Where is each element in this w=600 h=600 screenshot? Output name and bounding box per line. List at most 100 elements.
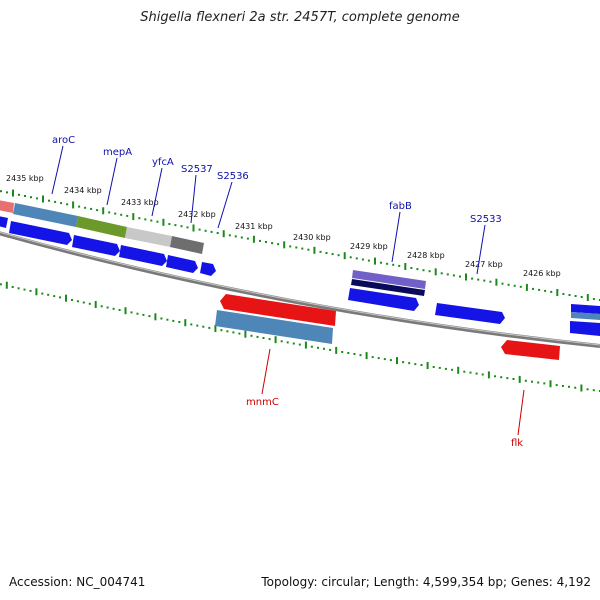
minor-tick: [371, 356, 374, 359]
major-tick: [214, 325, 217, 332]
major-tick: [5, 281, 8, 289]
major-tick: [335, 346, 338, 354]
gene-reverse-mnmc[interactable]: [220, 294, 336, 326]
minor-tick: [568, 385, 570, 388]
minor-tick: [410, 267, 413, 269]
minor-tick: [120, 213, 123, 216]
major-tick: [457, 366, 460, 374]
minor-tick: [100, 305, 103, 308]
gene-forward-3[interactable]: [72, 235, 120, 256]
minor-tick: [136, 312, 139, 315]
minor-tick: [301, 247, 304, 250]
gene-fabb-lower[interactable]: [351, 279, 425, 296]
gene-forward-4[interactable]: [119, 245, 167, 266]
minor-tick: [53, 295, 56, 298]
gene-label-yfca[interactable]: yfcA: [152, 157, 174, 168]
major-tick: [283, 241, 286, 249]
minor-tick: [586, 388, 589, 391]
major-tick: [404, 263, 407, 270]
minor-tick: [232, 331, 235, 334]
map-title: Shigella flexneri 2a str. 2457T, complet…: [140, 10, 460, 25]
gene-label-flk[interactable]: flk: [511, 438, 523, 449]
minor-tick: [574, 295, 577, 297]
minor-tick: [216, 232, 219, 234]
minor-tick: [310, 345, 313, 348]
gene-label-fabb[interactable]: fabB: [389, 201, 412, 212]
minor-tick: [220, 329, 223, 332]
minor-tick: [561, 385, 564, 387]
gene-forward-8[interactable]: [435, 303, 505, 324]
minor-tick: [30, 196, 32, 199]
gene-fabb-upper[interactable]: [352, 270, 426, 289]
minor-tick: [292, 342, 295, 345]
minor-tick: [367, 259, 370, 262]
gene-forward-2[interactable]: [9, 221, 72, 245]
minor-tick: [66, 203, 69, 206]
minor-tick: [500, 376, 503, 379]
minor-tick: [459, 275, 461, 278]
kbp-label: 2435 kbp: [6, 174, 44, 183]
minor-tick: [317, 346, 319, 349]
major-tick: [274, 336, 277, 344]
minor-tick: [138, 217, 141, 220]
gene-reverse-flk[interactable]: [501, 340, 560, 360]
gene-label-s2537[interactable]: S2537: [181, 164, 213, 175]
gene-forward-1[interactable]: [0, 216, 8, 228]
minor-tick: [329, 348, 332, 351]
gene-segment-aroc[interactable]: [13, 203, 78, 227]
minor-tick: [84, 206, 87, 209]
major-tick: [525, 283, 528, 291]
minor-tick: [501, 282, 504, 285]
minor-tick: [532, 287, 534, 290]
minor-tick: [353, 353, 356, 355]
kbp-label: 2433 kbp: [121, 198, 159, 207]
minor-tick: [408, 362, 411, 365]
major-tick: [35, 288, 38, 296]
minor-tick: [331, 253, 334, 256]
major-tick: [580, 384, 583, 392]
accession-label: Accession: NC_004741: [9, 575, 146, 589]
minor-tick: [325, 252, 328, 254]
minor-tick: [226, 330, 229, 333]
minor-tick: [519, 285, 522, 288]
major-tick: [192, 224, 195, 232]
gene-steel-under-mnmc[interactable]: [215, 310, 333, 344]
gene-segment-pink[interactable]: [0, 200, 14, 213]
minor-tick: [341, 351, 344, 353]
gene-forward-5[interactable]: [166, 255, 198, 273]
major-tick: [65, 294, 67, 302]
minor-tick: [174, 224, 177, 227]
minor-tick: [361, 258, 364, 261]
minor-tick: [298, 343, 301, 346]
minor-tick: [359, 354, 362, 357]
minor-tick: [307, 248, 310, 251]
gene-segment-s2537[interactable]: [170, 236, 204, 254]
minor-tick: [389, 359, 392, 362]
minor-tick: [580, 296, 583, 298]
minor-tick: [90, 207, 93, 210]
gene-segment-mepa[interactable]: [76, 216, 127, 238]
gene-label-aroc[interactable]: aroC: [52, 135, 75, 146]
gene-label-s2533[interactable]: S2533: [470, 214, 502, 225]
minor-tick: [524, 379, 527, 382]
major-tick: [102, 207, 105, 215]
gene-edge-blue-bottom[interactable]: [570, 321, 600, 336]
minor-tick: [428, 270, 431, 273]
major-tick: [252, 235, 255, 243]
gene-forward-7[interactable]: [348, 288, 419, 311]
gene-forward-6[interactable]: [200, 262, 216, 276]
gene-label-mepa[interactable]: mepA: [103, 147, 132, 158]
gene-label-mnmc[interactable]: mnmC: [246, 397, 279, 408]
major-tick: [72, 201, 75, 209]
minor-tick: [59, 296, 62, 299]
minor-tick: [271, 242, 274, 245]
minor-tick: [11, 286, 14, 288]
minor-tick: [432, 366, 435, 368]
minor-tick: [71, 299, 73, 301]
gene-label-s2536[interactable]: S2536: [217, 171, 249, 182]
gene-segment-yfca[interactable]: [125, 227, 172, 247]
minor-tick: [506, 377, 509, 380]
kbp-label: 2429 kbp: [350, 242, 388, 251]
gene-edge-steel[interactable]: [571, 312, 600, 320]
gene-edge-blue-top[interactable]: [571, 304, 600, 314]
